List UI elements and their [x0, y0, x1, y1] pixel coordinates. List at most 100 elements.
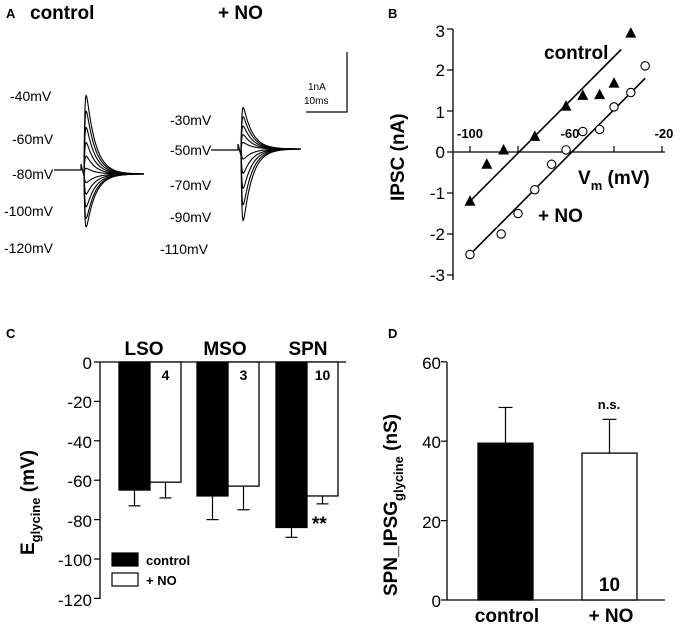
c-y-tick-label: -80 — [67, 512, 92, 531]
b-control-point — [625, 27, 637, 38]
d-sample-size: 10 — [599, 575, 620, 596]
c-control-bar — [275, 361, 308, 529]
panel-d: D 60 40 20 0 SPN_IPSGglycine (nS) 10 10 c… — [381, 326, 665, 627]
c-y-tick-label: 0 — [83, 354, 92, 373]
b-y-tick-label: 0 — [436, 143, 445, 162]
d-category-label: control — [475, 606, 539, 627]
no-traces-title: + NO — [218, 3, 263, 24]
c-sample-size: 3 — [240, 367, 248, 383]
c-y-tick-label: -40 — [67, 433, 92, 452]
b-y-tick-label: 2 — [436, 61, 445, 80]
b-control-point — [464, 195, 476, 206]
current-trace — [83, 173, 144, 220]
control-voltage-label: -80mV — [12, 166, 54, 182]
b-control-point — [560, 100, 572, 111]
d-significance: n.s. — [598, 397, 620, 412]
c-sample-size: 10 — [284, 367, 300, 383]
panel-a: A control + NO -40mV -60mV -80mV -100mV … — [4, 3, 348, 257]
c-significance: ** — [312, 514, 327, 535]
c-legend-no-swatch — [111, 572, 139, 587]
current-trace — [83, 141, 144, 175]
d-y-tick-label: 40 — [422, 433, 441, 452]
b-no-fit-line — [469, 77, 646, 256]
c-control-bar — [118, 361, 151, 491]
b-y-tick-label: -1 — [430, 184, 445, 203]
b-no-point — [530, 184, 540, 195]
panel-c: C 0 -20 -40 -60 -80 -100 -120 Eglycine (… — [6, 326, 346, 610]
d-sample-size: 10 — [495, 575, 516, 596]
b-control-point — [594, 88, 606, 100]
no-voltage-label: -50mV — [170, 142, 212, 158]
current-trace — [240, 116, 301, 150]
b-no-point — [609, 102, 619, 112]
c-no-bar — [306, 361, 339, 497]
d-control-bar — [477, 442, 534, 601]
scale-time-label: 10ms — [304, 96, 328, 107]
b-y-tick-label: 1 — [436, 103, 445, 122]
b-control-point — [577, 89, 589, 100]
b-no-point — [578, 126, 588, 137]
b-no-point — [513, 208, 523, 219]
b-control-fit-line — [469, 48, 622, 202]
b-no-point — [561, 145, 571, 155]
b-y-tick-label: -3 — [430, 266, 445, 285]
b-x-tick-label: -60 — [561, 126, 580, 141]
c-legend-control-swatch — [111, 552, 139, 567]
b-control-point — [608, 77, 620, 88]
c-y-axis-label: Eglycine (mV) — [18, 450, 43, 555]
c-category-label: MSO — [203, 339, 246, 360]
c-legend-control-label: control — [146, 553, 190, 568]
control-voltage-label: -60mV — [12, 131, 54, 147]
c-no-bar — [227, 361, 260, 487]
b-no-point — [640, 61, 650, 71]
stimulus-artifact — [54, 163, 85, 177]
no-voltage-label: -90mV — [170, 209, 212, 225]
control-traces-title: control — [30, 3, 94, 24]
d-y-axis-label: SPN_IPSGglycine (nS) — [381, 414, 406, 596]
b-no-point — [496, 229, 506, 239]
b-x-tick-label: -20 — [655, 126, 674, 141]
scale-current-label: 1nA — [308, 82, 326, 93]
d-no-bar — [581, 452, 638, 601]
no-voltage-label: -70mV — [170, 177, 212, 193]
d-y-tick-label: 60 — [422, 354, 441, 373]
d-category-label: + NO — [589, 606, 634, 627]
c-control-bar — [196, 361, 229, 497]
control-voltage-label: -100mV — [4, 203, 54, 219]
c-category-label: LSO — [124, 339, 163, 360]
scale-bar — [306, 52, 348, 113]
current-trace — [240, 148, 301, 190]
c-sample-size: 4 — [131, 367, 139, 383]
b-x-axis-label: Vm (mV) — [578, 168, 650, 193]
b-no-point — [594, 124, 605, 135]
b-no-point — [626, 87, 636, 98]
c-legend-no-label: + NO — [146, 573, 177, 588]
c-sample-size: 10 — [315, 367, 331, 383]
current-trace — [240, 148, 301, 222]
c-no-bar — [149, 361, 182, 483]
panel-b-label: B — [388, 6, 397, 21]
control-voltage-label: -40mV — [10, 88, 52, 104]
current-trace — [83, 94, 144, 175]
c-y-tick-label: -20 — [67, 393, 92, 412]
no-voltage-label: -30mV — [170, 112, 212, 128]
c-sample-size: 4 — [162, 367, 170, 383]
panel-c-label: C — [6, 326, 16, 341]
b-y-axis-label: IPSC (nA) — [388, 113, 409, 201]
current-trace — [240, 106, 301, 150]
c-y-tick-label: -100 — [58, 551, 92, 570]
b-no-label: + NO — [538, 206, 583, 227]
b-control-point — [498, 143, 510, 155]
current-trace — [240, 148, 301, 206]
b-control-point — [529, 130, 541, 141]
no-current-traces — [211, 106, 301, 222]
current-trace — [83, 173, 144, 228]
panel-b: B -100 -60 -20 3 2 1 0 -1 -2 -3 IPSC (nA… — [388, 6, 673, 285]
c-category-label: SPN — [288, 339, 327, 360]
b-x-tick-label: -100 — [457, 126, 483, 141]
c-y-tick-label: -120 — [58, 591, 92, 610]
control-current-traces — [54, 94, 144, 228]
b-no-point — [546, 159, 557, 170]
d-y-tick-label: 20 — [422, 513, 441, 532]
